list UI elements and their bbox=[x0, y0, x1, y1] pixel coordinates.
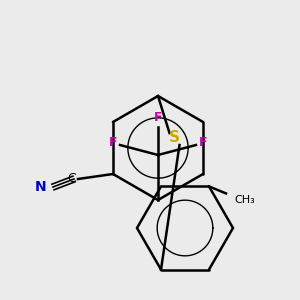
Text: S: S bbox=[169, 130, 180, 146]
Text: F: F bbox=[199, 136, 208, 149]
Text: F: F bbox=[109, 136, 117, 149]
Text: CH₃: CH₃ bbox=[234, 195, 255, 206]
Text: F: F bbox=[154, 111, 162, 124]
Text: N: N bbox=[34, 180, 46, 194]
Text: C: C bbox=[67, 172, 76, 185]
